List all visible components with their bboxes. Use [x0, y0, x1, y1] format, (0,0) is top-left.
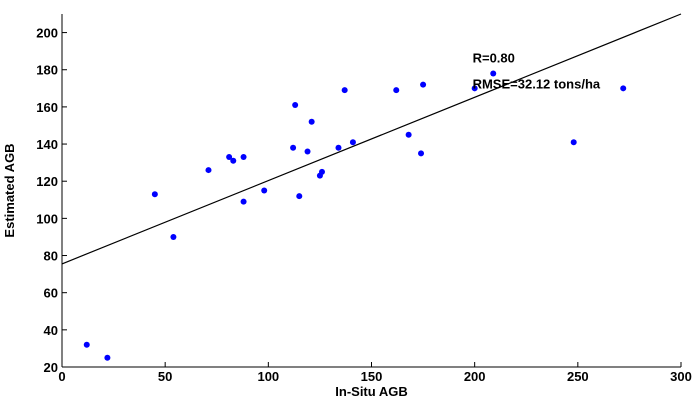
data-points: [83, 70, 627, 361]
y-axis: 20 40 60 80 100 120 140 160 180 200: [36, 26, 67, 375]
x-tick-label: 300: [670, 369, 692, 384]
y-tick-label: 200: [36, 26, 58, 41]
y-tick-label: 20: [44, 360, 58, 375]
y-tick-label: 40: [44, 323, 58, 338]
y-tick-label: 100: [36, 211, 58, 226]
data-point: [290, 144, 297, 151]
x-axis-title: In-Situ AGB: [335, 384, 407, 398]
data-point: [304, 148, 311, 155]
annotations: R=0.80 RMSE=32.12 tons/ha: [473, 50, 601, 91]
y-tick-label: 60: [44, 286, 58, 301]
data-point: [570, 139, 577, 146]
data-point: [261, 187, 268, 194]
x-tick-label: 100: [257, 369, 279, 384]
y-tick-label: 80: [44, 249, 58, 264]
data-point: [240, 198, 247, 205]
data-point: [151, 191, 158, 198]
y-tick-label: 120: [36, 174, 58, 189]
data-point: [230, 157, 237, 164]
data-point: [308, 118, 315, 125]
data-point: [205, 167, 212, 174]
data-point: [292, 102, 299, 109]
y-axis-title: Estimated AGB: [2, 143, 17, 237]
annotation-0: R=0.80: [473, 50, 515, 65]
data-point: [318, 168, 325, 175]
data-point: [226, 154, 233, 161]
data-point: [393, 87, 400, 94]
regression-line: [61, 13, 682, 265]
annotation-1: RMSE=32.12 tons/ha: [473, 76, 601, 91]
x-tick-label: 200: [464, 369, 486, 384]
data-point: [405, 131, 412, 138]
data-point: [418, 150, 425, 157]
data-point: [104, 354, 111, 361]
data-point: [349, 139, 356, 146]
data-point: [341, 87, 348, 94]
y-tick-label: 160: [36, 100, 58, 115]
x-axis: 0 50 100 150 200 250 300: [58, 362, 692, 384]
x-tick-label: 250: [567, 369, 589, 384]
data-point: [335, 144, 342, 151]
x-tick-label: 150: [361, 369, 383, 384]
y-tick-label: 180: [36, 63, 58, 78]
data-point: [620, 85, 627, 92]
data-point: [471, 85, 478, 92]
data-point: [296, 193, 303, 200]
x-tick-label: 50: [158, 369, 172, 384]
data-point: [170, 233, 177, 240]
data-point: [240, 154, 247, 161]
data-point: [83, 341, 90, 348]
y-tick-label: 140: [36, 137, 58, 152]
x-tick-label: 0: [58, 369, 65, 384]
data-point: [420, 81, 427, 88]
plot-area: [61, 14, 681, 368]
data-point: [490, 70, 497, 77]
